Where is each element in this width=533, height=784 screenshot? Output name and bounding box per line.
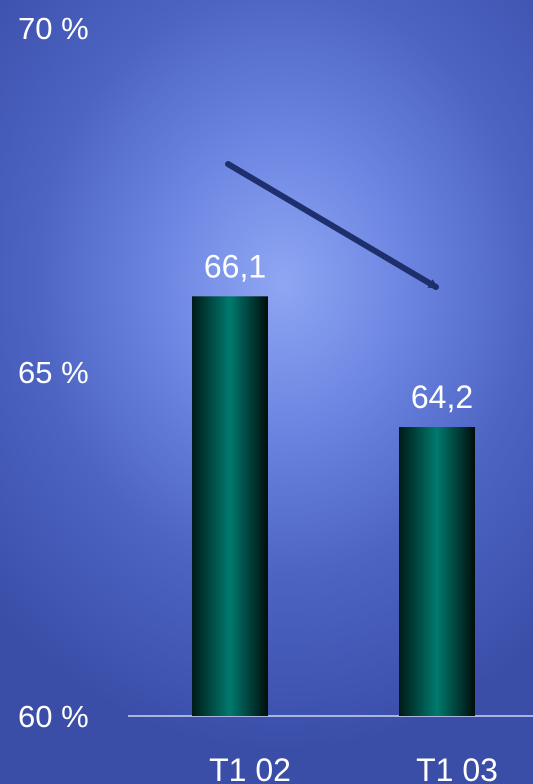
y-axis-tick-labels: 60 % 65 % 70 % (18, 11, 89, 734)
x-category-label: T1 02 (209, 752, 291, 784)
bar-value-label: 66,1 (204, 248, 266, 284)
x-category-label: T1 03 (416, 752, 498, 784)
y-tick-label: 60 % (18, 699, 89, 734)
bar-value-label: 64,2 (411, 379, 473, 415)
value-labels-group: 66,1 64,2 (204, 248, 473, 415)
bar (399, 427, 475, 716)
bars-group (192, 296, 475, 716)
trend-down-arrow-icon (225, 161, 439, 290)
y-tick-label: 70 % (18, 11, 89, 46)
y-tick-label: 65 % (18, 355, 89, 390)
bar (192, 296, 268, 716)
category-labels-group: T1 02 T1 03 (209, 752, 498, 784)
